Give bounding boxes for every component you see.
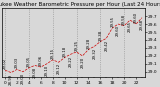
Text: 29.18: 29.18 (63, 45, 67, 57)
Text: 29.58: 29.58 (122, 14, 126, 25)
Text: 29.60: 29.60 (134, 12, 138, 23)
Text: 29.08: 29.08 (33, 66, 37, 78)
Text: 29.68: 29.68 (140, 19, 144, 30)
Text: 29.42: 29.42 (104, 39, 108, 51)
Text: 29.00: 29.00 (21, 73, 25, 84)
Text: 28.99: 28.99 (9, 74, 13, 85)
Text: 29.06: 29.06 (39, 55, 43, 66)
Text: 29.25: 29.25 (75, 40, 79, 51)
Text: 29.38: 29.38 (98, 29, 102, 41)
Text: 29.32: 29.32 (92, 47, 96, 59)
Text: 29.02: 29.02 (3, 58, 7, 69)
Text: 29.15: 29.15 (51, 48, 55, 59)
Text: 29.60: 29.60 (116, 25, 120, 36)
Text: 29.22: 29.22 (68, 55, 72, 66)
Text: 29.03: 29.03 (15, 57, 19, 68)
Text: 29.12: 29.12 (57, 63, 61, 74)
Text: 29.28: 29.28 (86, 37, 90, 49)
Text: 29.10: 29.10 (45, 65, 49, 76)
Text: 29.55: 29.55 (110, 16, 114, 27)
Text: 29.65: 29.65 (128, 21, 132, 32)
Text: 29.05: 29.05 (27, 56, 31, 67)
Title: Milwaukee Weather Barometric Pressure per Hour (Last 24 Hours): Milwaukee Weather Barometric Pressure pe… (0, 2, 160, 7)
Text: 29.20: 29.20 (80, 57, 84, 68)
